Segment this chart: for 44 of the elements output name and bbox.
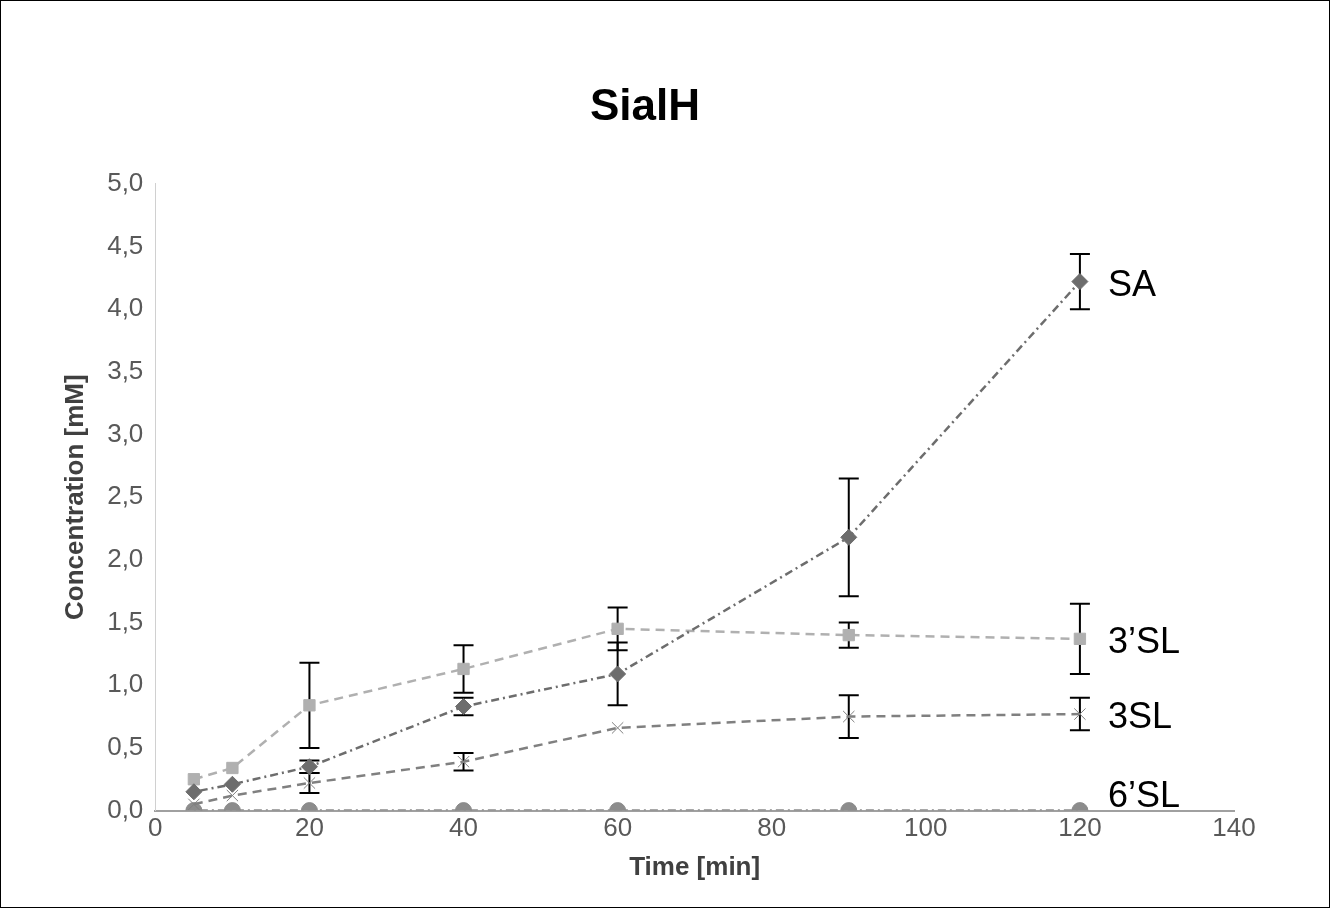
y-tick-label: 4,5 (107, 229, 144, 260)
point (840, 528, 858, 546)
point (842, 710, 855, 723)
y-tick-label: 1,5 (107, 605, 144, 636)
y-tick-label: 3,0 (107, 417, 144, 448)
x-tick-label: 40 (449, 812, 478, 843)
point (303, 776, 316, 790)
x-tick-label: 20 (294, 812, 324, 843)
point (842, 628, 855, 642)
x-tick-label: 140 (1212, 812, 1256, 843)
series-label: 6’SL (1107, 773, 1180, 815)
y-tick-label: 2,0 (107, 543, 144, 574)
point (226, 789, 239, 802)
y-tick-label: 3,5 (107, 355, 144, 386)
y-tick-label: 4,0 (107, 292, 144, 323)
point (611, 721, 624, 735)
x-axis-title: Time [min] (629, 850, 761, 881)
series-label: 3SL (1107, 694, 1172, 736)
point (223, 775, 241, 793)
y-tick-label: 2,5 (107, 480, 144, 511)
y-axis-title: Concentration [mM] (58, 374, 89, 620)
point (303, 699, 316, 712)
y-tick-label: 0,5 (107, 731, 144, 762)
x-tick-label: 60 (603, 812, 633, 843)
point (457, 662, 470, 676)
point (1073, 707, 1087, 721)
x-tick-label: 100 (904, 812, 948, 843)
point (1073, 632, 1087, 646)
point (226, 761, 239, 775)
point (187, 773, 201, 786)
point (185, 783, 203, 801)
series-label: SA (1107, 262, 1156, 304)
point (1071, 273, 1089, 291)
x-tick-label: 120 (1058, 812, 1102, 843)
x-tick-label: 0 (148, 812, 163, 843)
point (611, 622, 624, 635)
chart-title: SialH (589, 79, 701, 129)
point (187, 798, 201, 811)
point (609, 665, 627, 683)
y-tick-label: 0,0 (107, 793, 144, 824)
series-label: 3’SL (1107, 619, 1180, 661)
y-tick-label: 1,0 (107, 668, 144, 699)
x-tick-label: 80 (757, 812, 787, 843)
y-tick-label: 5,0 (107, 166, 144, 197)
